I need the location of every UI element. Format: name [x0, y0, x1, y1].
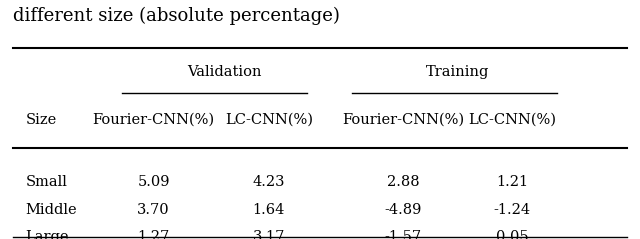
Text: 2.88: 2.88 [387, 175, 419, 189]
Text: Small: Small [26, 175, 67, 189]
Text: -1.57: -1.57 [385, 230, 422, 239]
Text: Middle: Middle [26, 203, 77, 217]
Text: 0.05: 0.05 [496, 230, 528, 239]
Text: Large: Large [26, 230, 69, 239]
Text: -1.24: -1.24 [493, 203, 531, 217]
Text: 1.64: 1.64 [253, 203, 285, 217]
Text: 1.21: 1.21 [496, 175, 528, 189]
Text: Fourier-CNN(%): Fourier-CNN(%) [93, 113, 214, 126]
Text: Training: Training [426, 65, 490, 79]
Text: Validation: Validation [187, 65, 261, 79]
Text: 4.23: 4.23 [253, 175, 285, 189]
Text: Fourier-CNN(%): Fourier-CNN(%) [342, 113, 464, 126]
Text: 3.17: 3.17 [253, 230, 285, 239]
Text: -4.89: -4.89 [385, 203, 422, 217]
Text: LC-CNN(%): LC-CNN(%) [468, 113, 556, 126]
Text: different size (absolute percentage): different size (absolute percentage) [13, 7, 340, 25]
Text: 3.70: 3.70 [138, 203, 170, 217]
Text: Size: Size [26, 113, 57, 126]
Text: 5.09: 5.09 [138, 175, 170, 189]
Text: 1.27: 1.27 [138, 230, 170, 239]
Text: LC-CNN(%): LC-CNN(%) [225, 113, 313, 126]
